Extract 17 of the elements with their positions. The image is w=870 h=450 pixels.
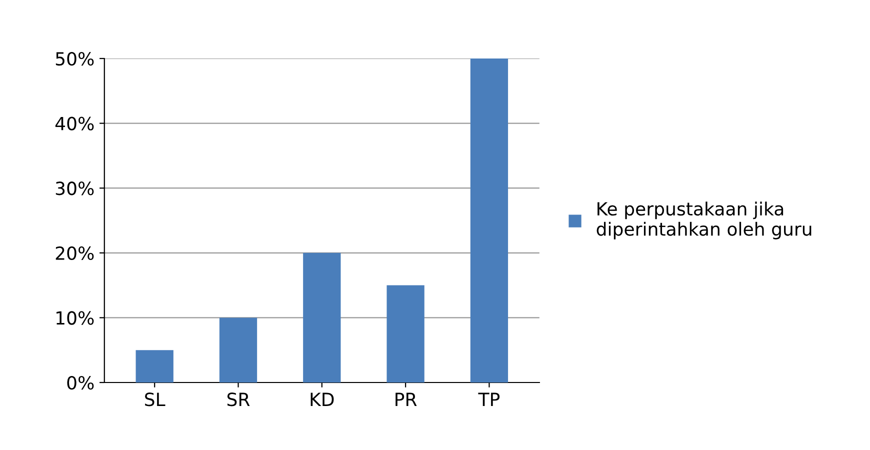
y-tick-label: 0%	[67, 376, 94, 390]
y-tick-label: 30%	[56, 182, 94, 196]
y-tick-label: 40%	[55, 116, 94, 130]
legend-label: Ke perpustakaan jika diperintahkan oleh guru	[596, 202, 812, 240]
x-tick-label: SR	[227, 392, 250, 406]
bar	[136, 350, 174, 382]
x-tick-label: TP	[478, 392, 500, 406]
x-tick-label: SL	[145, 392, 166, 406]
bar	[303, 252, 341, 382]
y-tick-label: 20%	[56, 246, 94, 260]
x-tick-label: PR	[396, 392, 417, 406]
bar	[219, 318, 258, 382]
y-tick-label: 10%	[56, 311, 94, 325]
x-tick-label: KD	[310, 392, 334, 406]
y-tick-label: 50%	[56, 52, 94, 66]
bar	[470, 58, 508, 382]
bar	[386, 285, 424, 382]
